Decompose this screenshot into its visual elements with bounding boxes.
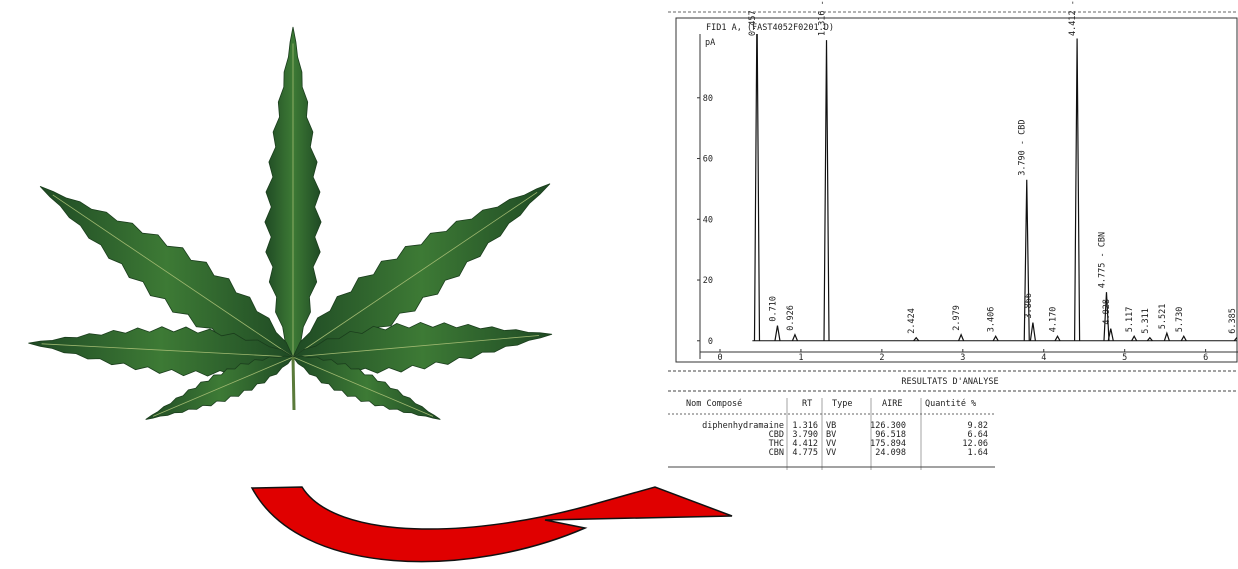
table-cell: 9.82 xyxy=(968,421,988,431)
table-cell: CBD xyxy=(769,430,784,440)
peak xyxy=(1180,334,1187,342)
leaflet-vein xyxy=(292,191,538,358)
table-cell: 3.790 xyxy=(792,430,818,440)
results-title: RESULTATS D'ANALYSE xyxy=(901,377,998,387)
peak xyxy=(958,333,965,342)
table-cell: 6.64 xyxy=(968,430,988,440)
peak-label: 2.424 xyxy=(907,308,917,334)
peak-label: 5.521 xyxy=(1158,304,1168,330)
table-cell: CBN xyxy=(769,448,784,458)
peak xyxy=(1074,38,1081,341)
table-header: Nom Composé xyxy=(686,398,742,409)
peak-label: 5.117 xyxy=(1125,307,1135,333)
peak-label: 6.385 xyxy=(1228,308,1238,334)
table-header: RT xyxy=(802,399,812,409)
table-header: Type xyxy=(832,399,852,409)
results-table: Nom Composé RT Type AIRE Quantité % diphenhyd… xyxy=(668,398,995,470)
y-tick-label: 20 xyxy=(703,276,713,286)
peak xyxy=(753,34,761,341)
y-tick-label: 80 xyxy=(703,94,713,104)
table-cell: VV xyxy=(826,439,836,449)
table-cell: VV xyxy=(826,448,836,458)
leaflet-vein xyxy=(292,356,434,417)
peak xyxy=(913,336,920,342)
peak-label: 0.710 xyxy=(768,296,778,322)
x-tick-label: 5 xyxy=(1122,353,1127,363)
peak-label: 3.406 xyxy=(987,307,997,333)
peak-label: 4.828 xyxy=(1102,299,1112,325)
chromatogram-title: FID1 A, (FAST4052F0201.D) xyxy=(706,23,834,33)
peak xyxy=(774,325,781,341)
peak xyxy=(823,40,830,341)
table-cell: 96.518 xyxy=(875,430,906,440)
peak xyxy=(1131,334,1138,342)
x-tick-label: 1 xyxy=(798,353,803,363)
peak xyxy=(791,333,799,342)
x-tick-label: 3 xyxy=(960,353,965,363)
cannabis-leaf xyxy=(28,26,553,420)
y-tick-label: 60 xyxy=(703,155,713,165)
peak xyxy=(1103,292,1110,341)
peak-label: 4.775 - CBN xyxy=(1097,232,1107,288)
trace xyxy=(752,34,1237,342)
x-tick-label: 6 xyxy=(1203,353,1208,363)
plot-frame xyxy=(675,17,1238,363)
y-unit: pA xyxy=(705,38,715,48)
table-cell: BV xyxy=(826,430,836,440)
peak-label: 5.730 xyxy=(1175,307,1185,333)
table-cell: 1.316 xyxy=(792,421,818,431)
table-cell: 4.412 xyxy=(792,439,818,449)
leaflet xyxy=(292,321,553,374)
peak xyxy=(1054,334,1061,342)
peak-label: 0.926 xyxy=(786,305,796,331)
red-arrow xyxy=(250,486,733,563)
table-header: AIRE xyxy=(882,399,902,409)
peak xyxy=(1107,328,1114,341)
y-tick-label: 0 xyxy=(708,337,713,347)
peak-label: 3.790 - CBD xyxy=(1018,119,1028,175)
table-cell: THC xyxy=(769,439,784,449)
peak xyxy=(1029,322,1036,341)
table-cell: VB xyxy=(826,421,836,431)
peak-label: 4.170 xyxy=(1049,307,1059,333)
peak-label: 2.979 xyxy=(952,305,962,331)
leaflet-vein xyxy=(292,335,540,358)
peak xyxy=(1163,331,1170,341)
table-cell: 1.64 xyxy=(968,448,988,458)
peak-label: 0.457 xyxy=(748,10,758,36)
leaflet-vein xyxy=(152,356,294,417)
table-header: Quantité % xyxy=(925,398,976,409)
table-cell: 4.775 xyxy=(792,448,818,458)
peak xyxy=(1233,336,1237,342)
leaf-stem xyxy=(291,356,296,411)
table-cell: diphenhydramaine xyxy=(702,421,784,431)
peak-label: 1.316 - diphenhydramine xyxy=(818,0,828,36)
leaflet-vein xyxy=(52,194,294,358)
peak xyxy=(1023,179,1030,341)
table-cell: 126.300 xyxy=(870,421,906,431)
peak-label: 3.866 xyxy=(1024,293,1034,319)
peak xyxy=(1146,336,1153,342)
x-tick-label: 2 xyxy=(879,353,884,363)
y-tick-label: 40 xyxy=(703,215,713,225)
peak xyxy=(992,334,999,342)
x-tick-label: 0 xyxy=(717,353,722,363)
peak-label: 4.412 - THC xyxy=(1068,0,1078,36)
leaflet xyxy=(28,326,294,377)
leaflet-vein xyxy=(41,343,294,358)
table-cell: 12.06 xyxy=(962,439,988,449)
table-cell: 175.894 xyxy=(870,439,906,449)
table-cell: 24.098 xyxy=(875,448,906,458)
x-tick-label: 4 xyxy=(1041,353,1046,363)
peak-label: 5.311 xyxy=(1141,308,1151,334)
